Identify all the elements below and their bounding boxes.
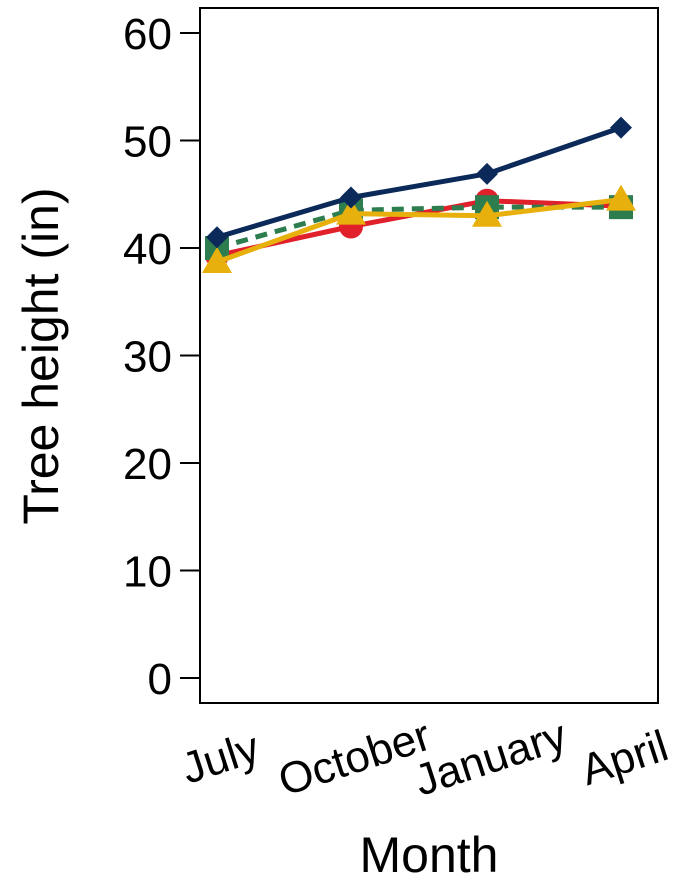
y-tick-label: 0 bbox=[148, 655, 172, 704]
data-point bbox=[610, 116, 632, 139]
x-tick-label: July bbox=[176, 723, 266, 794]
x-axis-title: Month bbox=[360, 827, 499, 877]
data-point bbox=[606, 184, 636, 211]
y-tick-label: 60 bbox=[123, 10, 172, 59]
series-diamond bbox=[206, 116, 632, 249]
series-triangle bbox=[202, 184, 636, 273]
data-point bbox=[336, 198, 366, 225]
data-point bbox=[340, 186, 362, 209]
data-point bbox=[206, 226, 228, 249]
y-tick-label: 40 bbox=[123, 225, 172, 274]
y-tick-label: 50 bbox=[123, 118, 172, 167]
series-line bbox=[216, 197, 622, 265]
y-axis: 0 10 20 30 40 50 60 bbox=[123, 10, 200, 704]
y-tick-label: 10 bbox=[123, 548, 172, 597]
data-point bbox=[476, 162, 498, 185]
y-tick-label: 30 bbox=[123, 333, 172, 382]
y-axis-title: Tree height (in) bbox=[13, 187, 69, 524]
x-tick-label: April bbox=[575, 721, 674, 795]
series-layer bbox=[202, 116, 636, 273]
series-circle bbox=[205, 188, 633, 268]
data-point bbox=[472, 200, 502, 227]
y-tick-label: 20 bbox=[123, 440, 172, 489]
series-line bbox=[216, 125, 622, 240]
x-tick-label: January bbox=[409, 711, 573, 806]
plot-frame bbox=[199, 7, 659, 704]
data-point bbox=[202, 246, 232, 273]
